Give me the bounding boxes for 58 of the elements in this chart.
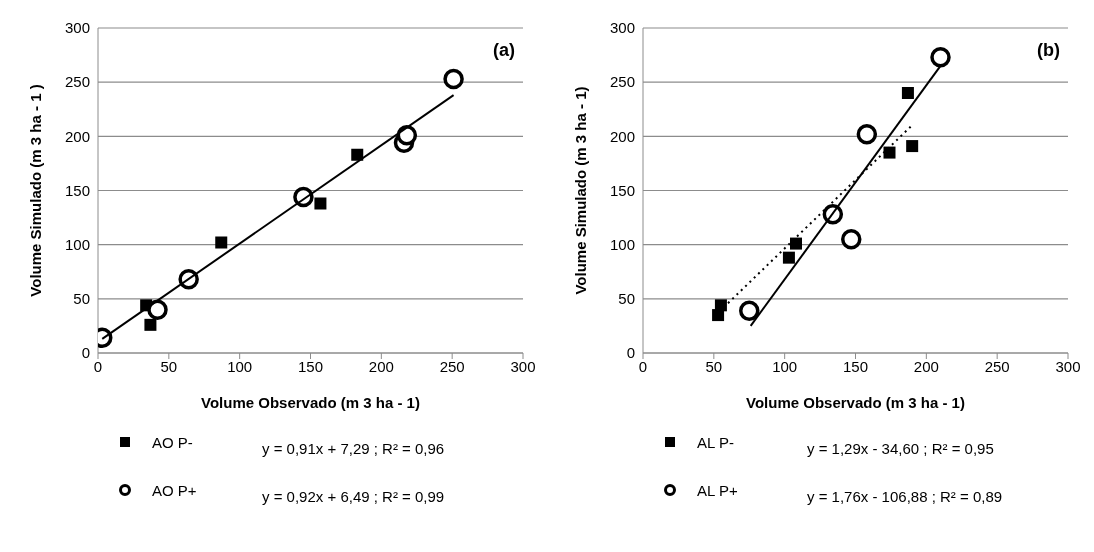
point	[147, 299, 168, 320]
y-tick-label: 250	[64, 73, 90, 91]
point	[443, 68, 464, 90]
point	[930, 47, 951, 68]
y-tick-label: 50	[618, 290, 635, 308]
text: y = 0,91x + 7,29 ; R² = 0,96	[262, 439, 445, 457]
point	[714, 299, 727, 312]
point	[841, 229, 862, 250]
point	[144, 318, 157, 331]
point	[314, 197, 327, 210]
y-tick-label: 150	[609, 181, 635, 199]
x-tick-label: 150	[842, 357, 869, 375]
point	[906, 140, 919, 153]
x-tick-label: 100	[772, 357, 798, 375]
y-tick-label: 300	[609, 19, 635, 37]
x-tick-label: 0	[93, 357, 103, 375]
annotation: (a)	[493, 40, 515, 61]
y-tick-label: 200	[609, 127, 635, 145]
annotation: (b)	[1037, 40, 1060, 61]
point	[883, 146, 896, 159]
x-tick-label: 250	[439, 357, 465, 375]
point	[782, 251, 795, 264]
point	[739, 300, 760, 321]
legend-label: AO P+	[152, 481, 198, 499]
y-axis-title: Volume Simulado (m 3 ha - 1 )	[27, 84, 45, 297]
y-tick-label: 50	[73, 290, 90, 308]
y-tick-label: 150	[64, 181, 90, 199]
point	[901, 87, 914, 99]
text: y = 1,29x - 34,60 ; R² = 0,95	[807, 439, 994, 457]
x-axis-title: Volume Observado (m 3 ha - 1)	[746, 394, 965, 411]
legend-label: AL P+	[697, 481, 739, 499]
x-tick-label: 250	[984, 357, 1010, 375]
y-axis-title: Volume Simulado (m 3 ha - 1)	[572, 86, 590, 295]
y-tick-label: 0	[626, 344, 635, 362]
y-tick-label: 0	[81, 344, 90, 362]
x-tick-label: 50	[160, 357, 178, 375]
x-tick-label: 0	[638, 357, 648, 375]
y-tick-label: 100	[64, 235, 90, 253]
point	[790, 237, 802, 250]
text: y = 1,76x - 106,88 ; R² = 0,89	[807, 487, 1003, 505]
point	[351, 148, 364, 161]
legend-label: AO P-	[152, 433, 194, 451]
y-tick-label: 100	[609, 235, 635, 253]
x-axis-title: Volume Observado (m 3 ha - 1)	[201, 394, 420, 411]
point	[856, 123, 878, 145]
x-tick-label: 50	[705, 357, 723, 375]
x-tick-label: 200	[368, 357, 394, 375]
text: y = 0,92x + 6,49 ; R² = 0,99	[262, 487, 445, 505]
y-tick-label: 200	[64, 127, 90, 145]
x-tick-label: 100	[227, 357, 253, 375]
x-tick-label: 300	[1055, 357, 1081, 375]
point	[215, 236, 228, 249]
x-tick-label: 300	[510, 357, 536, 375]
y-tick-label: 300	[64, 19, 90, 37]
x-tick-label: 200	[913, 357, 939, 375]
y-tick-label: 250	[609, 73, 635, 91]
legend-label: AL P-	[697, 433, 735, 451]
x-tick-label: 150	[297, 357, 324, 375]
